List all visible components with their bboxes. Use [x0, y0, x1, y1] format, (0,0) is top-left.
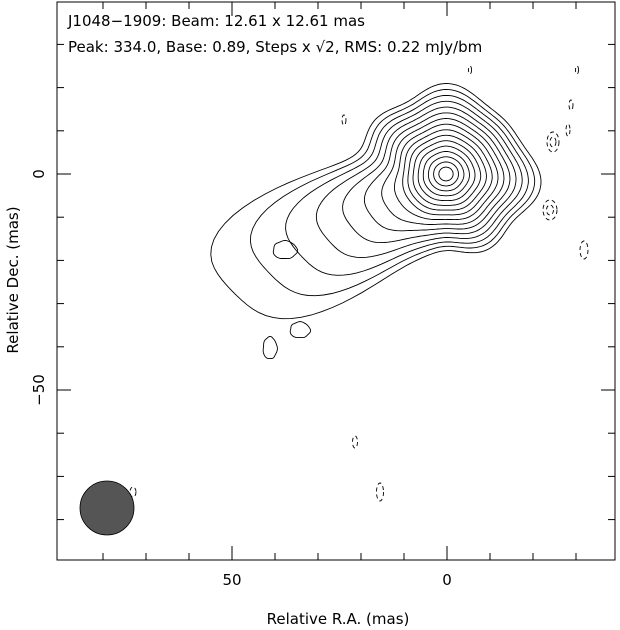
contour-lines — [210, 83, 542, 359]
y-tick-label-0: 0 — [30, 169, 48, 179]
negative-contour — [549, 136, 557, 148]
contour-line — [407, 134, 487, 211]
contour-line — [342, 106, 517, 244]
x-tick-label-0: 0 — [442, 571, 452, 589]
negative-contour — [542, 199, 558, 221]
negative-contour — [575, 65, 579, 75]
contour-line — [210, 83, 542, 320]
y-tick-label-minus-50: −50 — [30, 374, 48, 406]
negative-contours — [129, 65, 589, 502]
negative-contour — [546, 131, 560, 153]
contour-line — [262, 335, 278, 359]
negative-contour — [129, 486, 137, 498]
x-tick-label-50: 50 — [222, 571, 241, 589]
map-header-line-1: J1048−1909: Beam: 12.61 x 12.61 mas — [67, 12, 365, 30]
negative-contour — [341, 114, 347, 126]
contour-line — [438, 166, 454, 182]
negative-contour — [468, 65, 472, 75]
y-axis-label: Relative Dec. (mas) — [4, 206, 22, 353]
plot-frame — [56, 1, 616, 561]
contour-line — [289, 321, 312, 339]
contour-line — [285, 94, 529, 276]
header-line-2-prefix: Peak: 334.0, Base: 0.89, Steps x — [68, 38, 316, 56]
negative-contour — [565, 123, 571, 137]
contour-line — [272, 240, 299, 260]
contour-line — [394, 123, 499, 221]
contour-line — [381, 118, 505, 225]
header-sqrt-symbol: √2 — [316, 38, 335, 56]
negative-contour — [546, 204, 554, 216]
negative-contour — [376, 482, 384, 502]
contour-line — [249, 89, 536, 297]
contour-line — [412, 140, 482, 206]
map-header-line-2: Peak: 334.0, Base: 0.89, Steps x √2, RMS… — [68, 38, 482, 56]
header-line-2-suffix: , RMS: 0.22 mJy/bm — [335, 38, 483, 56]
contour-line — [417, 145, 476, 202]
contour-line — [363, 112, 511, 232]
negative-contour — [352, 435, 358, 449]
negative-contour — [568, 99, 574, 111]
beam-ellipse — [79, 480, 135, 536]
contour-line — [422, 151, 470, 197]
contour-line — [433, 161, 459, 187]
negative-contour — [579, 240, 589, 260]
contour-line — [402, 129, 493, 216]
contour-line — [427, 156, 465, 192]
contour-line — [315, 100, 523, 259]
axis-ticks — [57, 2, 615, 560]
x-axis-label: Relative R.A. (mas) — [267, 610, 410, 628]
